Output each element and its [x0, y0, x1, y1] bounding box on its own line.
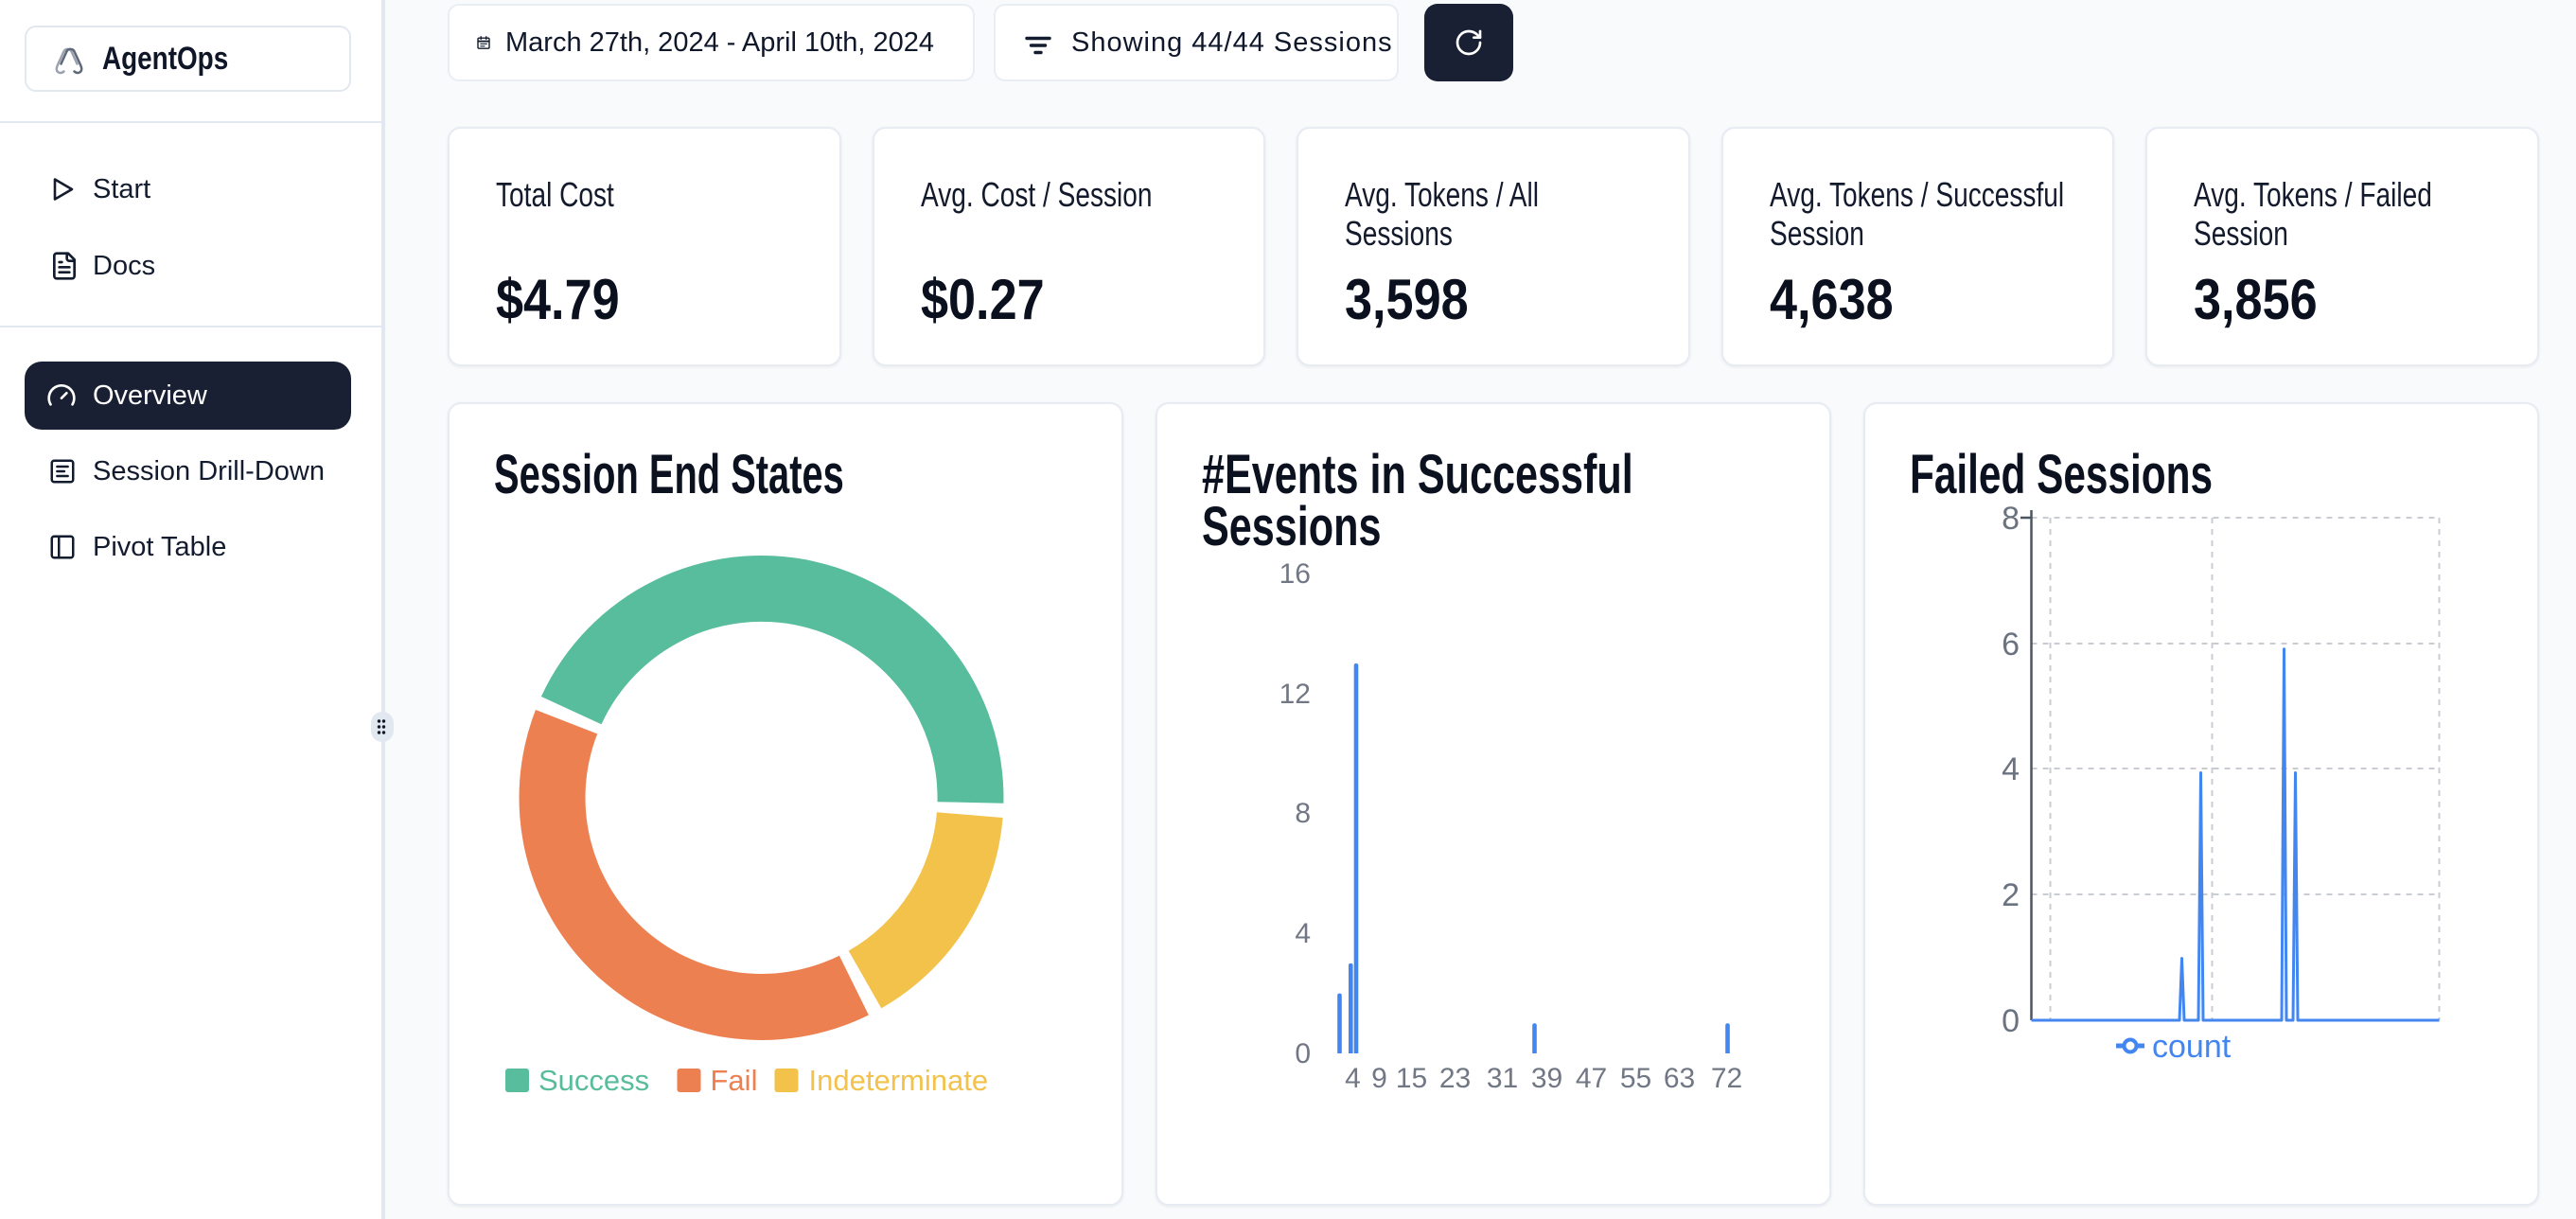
svg-text:Fail: Fail [711, 1064, 758, 1097]
svg-text:4: 4 [2002, 751, 2020, 787]
svg-text:8: 8 [2002, 501, 2020, 537]
svg-text:count: count [2152, 1029, 2232, 1065]
svg-text:2: 2 [2002, 877, 2020, 913]
svg-text:4: 4 [1295, 918, 1311, 949]
svg-text:72: 72 [1711, 1063, 1742, 1094]
svg-text:Indeterminate: Indeterminate [809, 1064, 989, 1097]
svg-text:8: 8 [1295, 798, 1311, 829]
svg-text:39: 39 [1531, 1063, 1562, 1094]
svg-text:0: 0 [1295, 1038, 1311, 1069]
svg-text:6: 6 [2002, 627, 2020, 662]
svg-text:15: 15 [1396, 1063, 1427, 1094]
svg-text:9: 9 [1371, 1063, 1387, 1094]
svg-text:0: 0 [2002, 1003, 2020, 1039]
svg-text:23: 23 [1439, 1063, 1471, 1094]
svg-text:Success: Success [538, 1064, 649, 1097]
svg-text:4: 4 [1345, 1063, 1361, 1094]
svg-text:31: 31 [1487, 1063, 1518, 1094]
svg-text:55: 55 [1620, 1063, 1651, 1094]
svg-text:63: 63 [1664, 1063, 1695, 1094]
svg-text:12: 12 [1279, 679, 1311, 710]
svg-text:47: 47 [1576, 1063, 1607, 1094]
svg-text:16: 16 [1279, 558, 1311, 590]
